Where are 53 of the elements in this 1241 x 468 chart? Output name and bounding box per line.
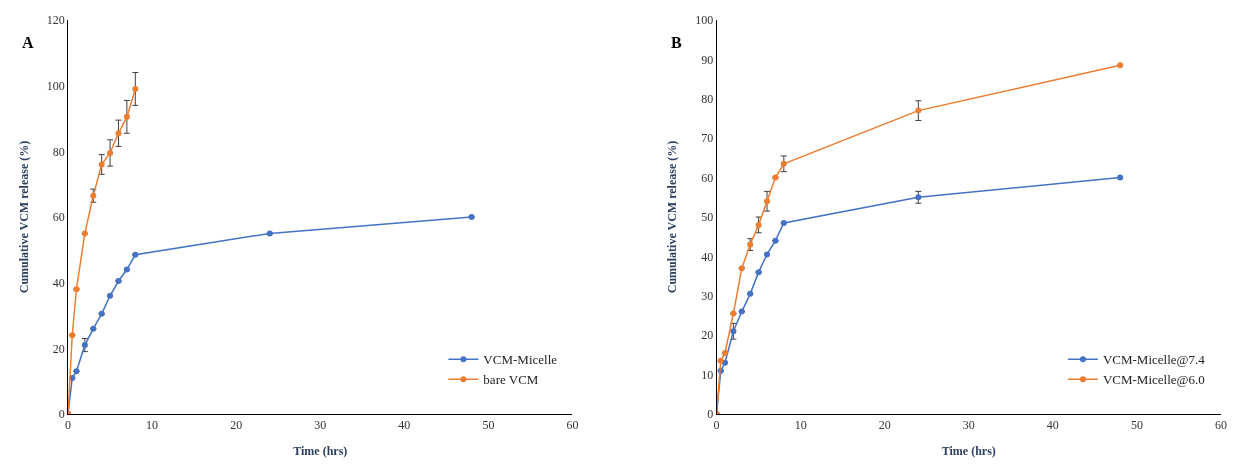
y-tick-label: 0 [58, 407, 65, 422]
x-tick-label: 30 [314, 418, 327, 433]
x-tick-label: 20 [230, 418, 243, 433]
y-tick-label: 10 [701, 367, 714, 382]
point [764, 198, 771, 205]
x-tick-label: 30 [962, 418, 975, 433]
y-tick-label: 100 [695, 13, 714, 28]
y-axis-title: Cumulative VCM release (%) [665, 140, 680, 294]
y-tick-label: 120 [46, 13, 65, 28]
point [123, 113, 130, 120]
x-axis-title: Time (hrs) [941, 444, 996, 459]
y-tick-label: 60 [52, 210, 65, 225]
x-tick-label: 40 [1046, 418, 1059, 433]
point [915, 194, 922, 201]
x-tick-label: 60 [1215, 418, 1227, 433]
x-tick-label: 40 [398, 418, 411, 433]
y-tick-label: 60 [701, 170, 714, 185]
x-tick-label: 20 [878, 418, 891, 433]
y-tick-label: 80 [701, 92, 714, 106]
legend-label: VCM-Micelle@7.4 [1102, 352, 1206, 368]
x-tick-label: 60 [566, 418, 579, 433]
point [81, 342, 88, 349]
point [730, 328, 737, 335]
y-tick-label: 100 [46, 78, 65, 93]
y-tick-label: 20 [701, 328, 714, 343]
y-tick-label: 40 [52, 275, 65, 290]
x-axis-title: Time (hrs) [293, 444, 348, 459]
legend-label: bare VCM [483, 372, 539, 388]
point [90, 192, 97, 199]
point [107, 149, 114, 156]
point [115, 130, 122, 137]
point [98, 161, 105, 168]
text: A [22, 34, 34, 51]
x-tick-label: 10 [794, 418, 807, 433]
legend-label: VCM-Micelle@6.0 [1102, 372, 1205, 388]
point [755, 221, 762, 228]
y-tick-label: 20 [52, 341, 65, 356]
x-tick-label: 50 [1130, 418, 1143, 433]
y-tick-label: 50 [701, 210, 714, 225]
x-tick-label: 50 [482, 418, 495, 433]
y-tick-label: 80 [52, 144, 65, 159]
point [915, 107, 922, 114]
y-axis-title: Cumulative VCM release (%) [16, 140, 31, 294]
y-tick-label: 90 [701, 52, 714, 67]
y-tick-label: 30 [701, 289, 714, 303]
y-tick-label: 0 [707, 407, 714, 422]
y-tick-label: 40 [701, 249, 714, 264]
legend-label: VCM-Micelle [483, 352, 558, 368]
text: B [671, 34, 682, 51]
point [780, 160, 787, 167]
point [132, 85, 139, 92]
y-tick-label: 70 [701, 131, 714, 146]
x-tick-label: 10 [146, 418, 159, 433]
